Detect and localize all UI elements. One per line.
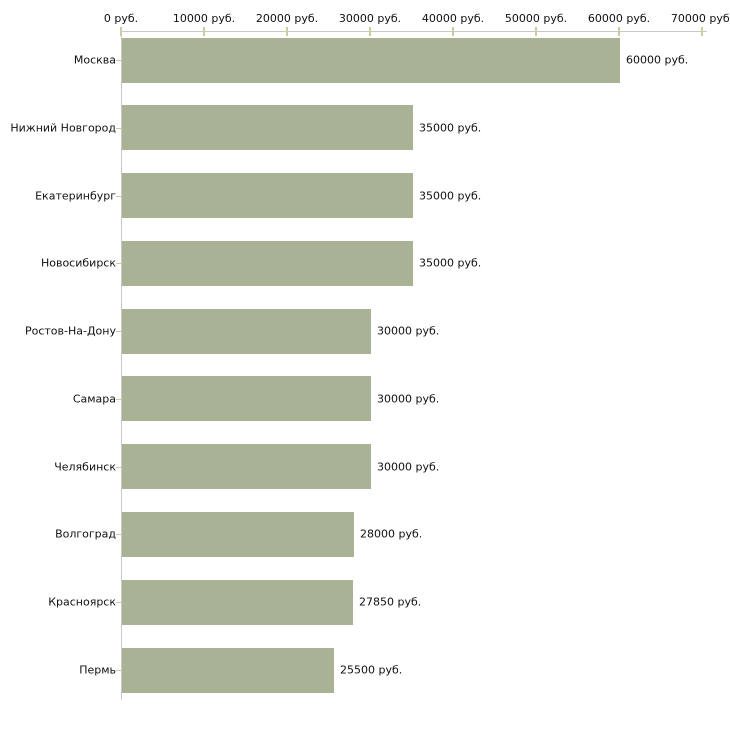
- value-label: 60000 руб.: [626, 53, 689, 67]
- y-axis-tick: [116, 466, 121, 468]
- bar: [122, 444, 371, 490]
- y-axis-tick: [116, 60, 121, 61]
- x-axis-tick: [535, 27, 537, 36]
- x-axis-tick: [701, 27, 703, 36]
- y-axis-tick: [116, 331, 121, 333]
- x-axis-tick: [286, 27, 288, 36]
- bar: [122, 105, 413, 151]
- x-axis-tick: [618, 27, 620, 36]
- value-label: 35000 руб.: [419, 121, 482, 135]
- category-label: Пермь: [79, 663, 116, 677]
- category-label: Челябинск: [54, 460, 116, 474]
- bar: [122, 37, 620, 83]
- value-label: 28000 руб.: [360, 527, 423, 541]
- bar: [122, 376, 371, 422]
- y-axis-tick: [116, 398, 121, 400]
- value-label: 27850 руб.: [359, 595, 422, 609]
- x-axis-tick: [369, 27, 371, 36]
- x-axis-tick: [452, 27, 454, 36]
- y-axis-tick: [116, 127, 121, 129]
- x-axis-line: [121, 31, 707, 32]
- value-label: 25500 руб.: [340, 663, 403, 677]
- y-axis-line: [121, 31, 122, 700]
- category-label: Москва: [73, 53, 116, 67]
- bar: [122, 579, 353, 625]
- category-label: Ростов-На-Дону: [24, 324, 116, 338]
- x-axis-tick-label: 10000 руб.: [172, 12, 236, 25]
- x-axis-tick-label: 60000 руб.: [587, 12, 651, 25]
- category-label: Самара: [72, 392, 116, 406]
- value-label: 30000 руб.: [377, 460, 440, 474]
- x-axis-tick-label: 30000 руб.: [338, 12, 402, 25]
- x-axis-tick: [203, 27, 205, 36]
- bar: [122, 511, 354, 557]
- value-label: 35000 руб.: [419, 189, 482, 203]
- category-label: Волгоград: [55, 527, 116, 541]
- bar: [122, 173, 413, 219]
- y-axis-tick: [116, 670, 121, 672]
- y-axis-tick: [116, 534, 121, 536]
- y-axis-tick: [116, 263, 121, 265]
- x-axis-tick-label: 70000 руб.: [670, 12, 730, 25]
- x-axis-tick-label: 40000 руб.: [421, 12, 485, 25]
- x-axis-tick: [120, 27, 122, 36]
- x-axis-tick-label: 20000 руб.: [255, 12, 319, 25]
- x-axis-tick-label: 50000 руб.: [504, 12, 568, 25]
- bar: [122, 308, 371, 354]
- x-axis-tick-label: 0 руб.: [103, 12, 139, 25]
- value-label: 30000 руб.: [377, 392, 440, 406]
- category-label: Новосибирск: [40, 256, 116, 270]
- y-axis-tick: [116, 602, 121, 604]
- bar: [122, 240, 413, 286]
- value-label: 35000 руб.: [419, 256, 482, 270]
- category-label: Красноярск: [48, 595, 116, 609]
- category-label: Нижний Новгород: [10, 121, 116, 135]
- category-label: Екатеринбург: [35, 189, 116, 203]
- y-axis-tick: [116, 195, 121, 197]
- bar: [122, 647, 334, 693]
- value-label: 30000 руб.: [377, 324, 440, 338]
